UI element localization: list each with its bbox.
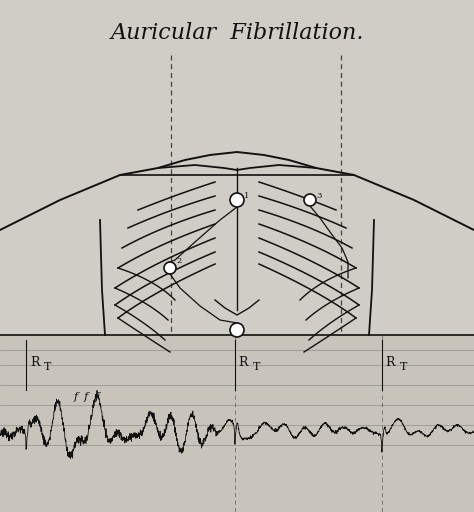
Bar <box>0 335 474 512</box>
Text: 1: 1 <box>244 192 249 200</box>
Circle shape <box>164 262 176 274</box>
Text: 3: 3 <box>316 192 321 200</box>
Text: Auricular  Fibrillation.: Auricular Fibrillation. <box>110 22 364 44</box>
Text: R: R <box>385 356 395 370</box>
Text: T: T <box>400 362 407 372</box>
Circle shape <box>304 194 316 206</box>
Text: 2: 2 <box>176 257 181 265</box>
Text: R: R <box>238 356 248 370</box>
Text: T: T <box>44 362 52 372</box>
Circle shape <box>230 323 244 337</box>
Text: f  f  f: f f f <box>73 392 100 402</box>
Text: R: R <box>30 356 39 370</box>
Text: T: T <box>253 362 260 372</box>
Circle shape <box>230 193 244 207</box>
